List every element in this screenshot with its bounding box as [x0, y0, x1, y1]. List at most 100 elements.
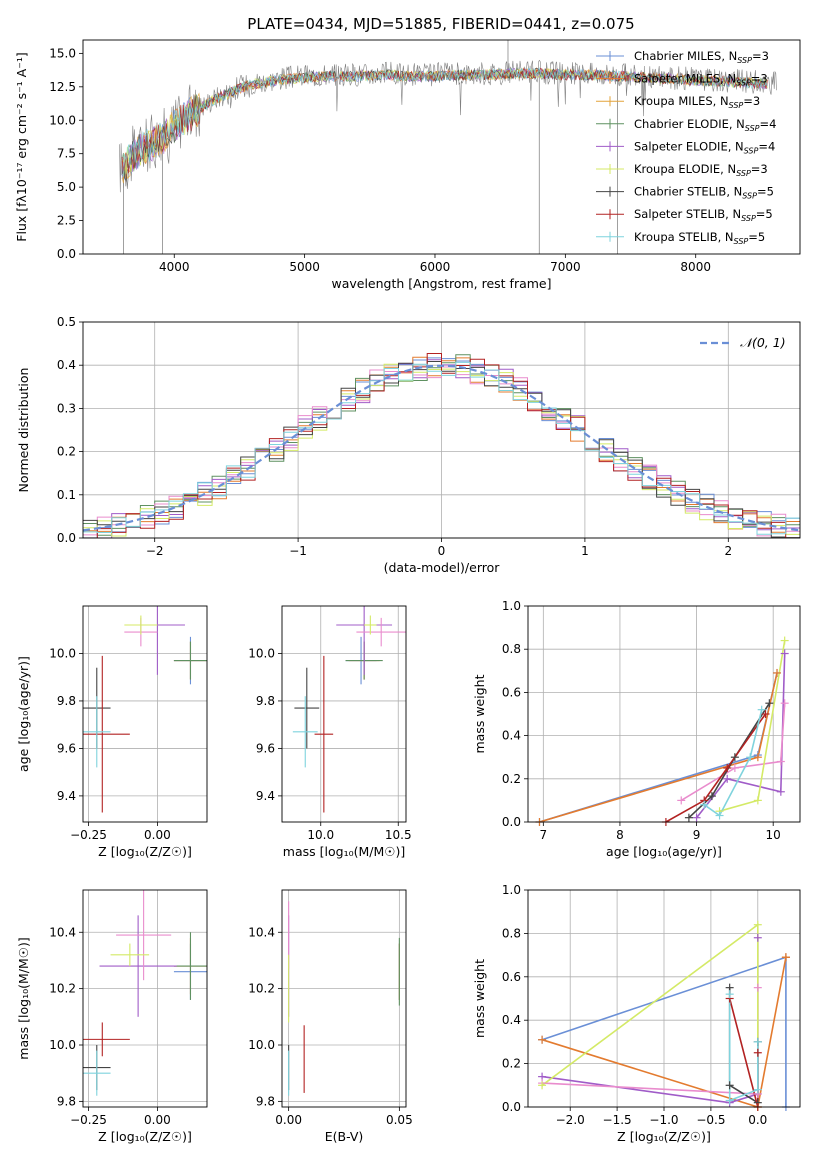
x-tick-label: 0.0 — [748, 1113, 767, 1127]
y-tick-label: 5.0 — [57, 180, 76, 194]
y-tick-label: 0.8 — [502, 926, 521, 940]
legend-label-sub: SSP — [729, 101, 744, 110]
y-axis-label: mass weight — [472, 674, 487, 753]
histogram-8 — [83, 361, 800, 535]
x-tick-label: −0.25 — [70, 828, 107, 842]
legend-label-main: Salpeter MILES, N — [634, 72, 736, 86]
legend-label-6: Chabrier STELIB, NSSP=5 — [634, 185, 774, 201]
legend-label-main: Kroupa STELIB, N — [634, 230, 734, 244]
axes-frame — [281, 605, 407, 823]
x-tick-label: 7 — [540, 828, 548, 842]
plots-layer: 4000 5000 6000 7000 80000.02.55.07.510.012.5… — [14, 39, 801, 1144]
series-line-7 — [703, 709, 763, 817]
legend-label-suffix: =3 — [751, 162, 768, 176]
y-tick-label: 9.8 — [57, 1094, 76, 1108]
legend-label-1: Salpeter MILES, NSSP=3 — [634, 72, 768, 88]
x-tick-label: 4000 — [159, 260, 190, 274]
model-line-7 — [121, 67, 768, 174]
figure-title: PLATE=0434, MJD=51885, FIBERID=0441, z=0… — [247, 15, 634, 33]
legend-label-suffix: =3 — [752, 49, 769, 63]
y-tick-label: 0.4 — [502, 1013, 521, 1027]
y-axis-label: Flux [fλ10⁻¹⁷ erg cm⁻² s⁻¹ A⁻¹] — [14, 52, 29, 241]
series-line-1 — [541, 957, 787, 1107]
y-tick-label: 12.5 — [49, 80, 76, 94]
y-tick-label: 10.2 — [248, 982, 275, 996]
y-tick-label: 10.0 — [248, 1038, 275, 1052]
legend-label-3: Chabrier ELODIE, NSSP=4 — [634, 117, 776, 133]
x-tick-label: 0 — [438, 544, 446, 558]
legend-label-suffix: =5 — [757, 185, 774, 199]
legend-label-sub: SSP — [745, 124, 760, 133]
x-tick-label: −2.0 — [556, 1113, 585, 1127]
y-tick-label: 0.2 — [502, 1057, 521, 1071]
legend-label-gaussian: 𝒩(0, 1) — [740, 335, 786, 350]
y-tick-label: 0.4 — [502, 729, 521, 743]
legend-label-5: Kroupa ELODIE, NSSP=3 — [634, 162, 768, 178]
x-tick-label: 0.05 — [386, 1113, 413, 1127]
legend-label-sub: SSP — [734, 237, 749, 246]
legend-label-suffix: =5 — [756, 207, 773, 221]
series-line-3 — [680, 703, 786, 802]
y-tick-label: 7.5 — [57, 147, 76, 161]
x-tick-label: −2 — [146, 544, 164, 558]
plot-area — [292, 606, 406, 813]
legend-label-suffix: =3 — [743, 94, 760, 108]
y-tick-label: 0.0 — [502, 1100, 521, 1114]
legend-label-sub: SSP — [736, 79, 751, 88]
axes-frame — [82, 39, 801, 255]
legend-label-sub: SSP — [736, 169, 751, 178]
legend-label-sub: SSP — [737, 56, 752, 65]
y-tick-label: 10.0 — [49, 1038, 76, 1052]
x-tick-label: 5000 — [289, 260, 320, 274]
legend-label-suffix: =3 — [751, 72, 768, 86]
legend-label-sub: SSP — [742, 192, 757, 201]
legend-label-main: Chabrier ELODIE, N — [634, 117, 745, 131]
legend-label-suffix: =4 — [760, 117, 777, 131]
plot-age_vs_Z: −0.25 0.00 9.4 9.6 9.8 10.0 Z [log₁₀(Z/Z☉)] age… — [16, 605, 208, 859]
y-tick-label: 10.4 — [49, 925, 76, 939]
y-tick-label: 1.0 — [502, 883, 521, 897]
axes-frame — [82, 889, 208, 1108]
legend-label-7: Salpeter STELIB, NSSP=5 — [634, 207, 773, 223]
legend-label-2: Kroupa MILES, NSSP=3 — [634, 94, 760, 110]
plot-area — [119, 40, 777, 254]
x-axis-label: Z [log₁₀(Z/Z☉)] — [98, 844, 192, 859]
series-line-4 — [541, 923, 759, 1107]
legend-label-main: Salpeter ELODIE, N — [634, 139, 744, 153]
legend-label-main: Salpeter STELIB, N — [634, 207, 741, 221]
y-tick-label: 9.8 — [256, 1094, 275, 1108]
y-tick-label: 9.4 — [256, 789, 275, 803]
x-axis-label: Z [log₁₀(Z/Z☉)] — [617, 1129, 711, 1144]
y-tick-label: 0.4 — [57, 358, 76, 372]
y-tick-label: 0.6 — [502, 970, 521, 984]
y-tick-label: 0.2 — [57, 445, 76, 459]
y-tick-label: 9.6 — [57, 741, 76, 755]
legend-label-sub: SSP — [741, 214, 756, 223]
x-tick-label: 2 — [724, 544, 732, 558]
y-tick-label: 15.0 — [49, 46, 76, 60]
x-tick-label: 0.00 — [144, 1113, 171, 1127]
y-tick-label: 0.6 — [502, 685, 521, 699]
plot-spectrum: 4000 5000 6000 7000 8000 0.0 2.5 5.0 7.5 10.0 12.5… — [14, 39, 801, 291]
y-axis-label: age [log₁₀(age/yr)] — [16, 656, 31, 772]
axes-frame — [281, 889, 407, 1108]
histogram-7 — [83, 353, 800, 538]
plot-mass_vs_EBV: 0.00 0.05 9.8 10.0 10.2 10.4 E(B-V) — [248, 889, 413, 1144]
x-tick-label: 0.00 — [275, 1113, 302, 1127]
x-tick-label: 9 — [693, 828, 701, 842]
series-line-5 — [728, 987, 759, 1105]
x-tick-label: −0.25 — [70, 1113, 107, 1127]
plot-mass_vs_Z: −0.25 0.00 9.8 10.0 10.2 10.4 Z [log₁₀(Z/Z☉)] m… — [16, 889, 208, 1144]
legend-label-main: Chabrier MILES, N — [634, 49, 737, 63]
y-tick-label: 0.5 — [57, 315, 76, 329]
plot-age_vs_mass: 10.0 10.5 9.4 9.6 9.8 10.0 mass [log₁₀(M/M☉)] — [248, 605, 412, 859]
x-axis-label: age [log₁₀(age/yr)] — [606, 844, 722, 859]
y-tick-label: 10.0 — [248, 646, 275, 660]
y-tick-label: 9.8 — [256, 694, 275, 708]
plot-area — [83, 606, 207, 813]
y-tick-label: 10.4 — [248, 925, 275, 939]
y-tick-label: 9.6 — [256, 741, 275, 755]
y-tick-label: 0.8 — [502, 642, 521, 656]
x-tick-label: −1 — [289, 544, 307, 558]
